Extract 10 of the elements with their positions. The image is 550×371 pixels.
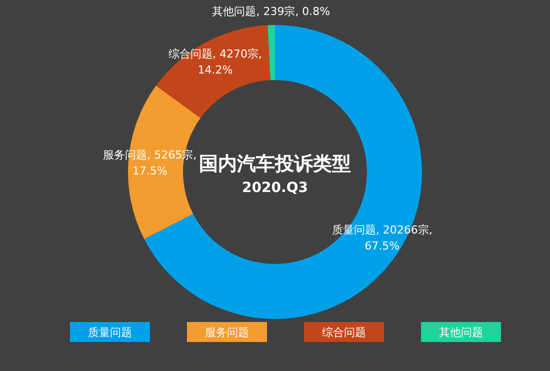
legend-label: 其他问题 (439, 326, 483, 339)
data-label: 综合问题, 4270宗, 14.2% (168, 48, 262, 77)
text: 2020.Q3 (242, 180, 308, 196)
legend-label: 服务问题 (205, 326, 249, 339)
legend-label: 综合问题 (322, 326, 366, 339)
donut-slice (268, 25, 275, 80)
legend-label: 质量问题 (88, 326, 132, 339)
data-label: 其他问题, 239宗, 0.8% (212, 5, 330, 18)
text: 国内汽车投诉类型 (199, 153, 351, 175)
donut-slice (156, 25, 270, 118)
